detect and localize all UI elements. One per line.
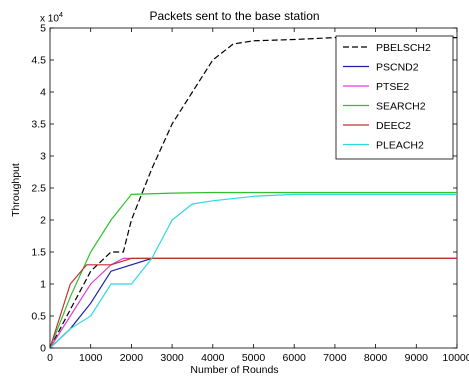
legend-label: PTSE2 bbox=[376, 81, 409, 93]
x-tick-label: 2000 bbox=[120, 352, 144, 364]
chart-title: Packets sent to the base station bbox=[149, 9, 320, 23]
x-axis-label: Number of Rounds bbox=[190, 364, 279, 376]
x-tick-label: 6000 bbox=[283, 352, 307, 364]
legend: PBELSCH2 PSCND2 PTSE2 SEARCH2 DEEC2 PLEACH2 bbox=[335, 35, 454, 160]
legend-label: PBELSCH2 bbox=[376, 42, 431, 54]
y-tick-label: 0.5 bbox=[31, 311, 46, 323]
y-axis-exponent: x 104 bbox=[40, 10, 63, 24]
series-line-search2 bbox=[49, 191, 457, 349]
series-line-pleach2 bbox=[49, 193, 457, 349]
legend-label: PSCND2 bbox=[376, 62, 419, 74]
y-tick-label: 4.5 bbox=[31, 55, 46, 67]
y-tick-label: 0 bbox=[40, 343, 46, 355]
y-tick-label: 1 bbox=[40, 279, 46, 291]
series-line-pbelsch2 bbox=[49, 36, 457, 349]
legend-box bbox=[335, 35, 454, 160]
legend-label: DEEC2 bbox=[376, 120, 411, 132]
y-exponent-base: x 10 bbox=[40, 13, 59, 25]
x-tick-label: 1000 bbox=[79, 352, 103, 364]
x-tick-label: 7000 bbox=[323, 352, 347, 364]
legend-label: SEARCH2 bbox=[376, 101, 426, 113]
series-line-deec2 bbox=[49, 257, 457, 349]
y-tick-label: 3.5 bbox=[31, 119, 46, 131]
y-tick-label: 2 bbox=[40, 215, 46, 227]
y-exponent-power: 4 bbox=[58, 10, 64, 19]
y-tick-label: 3 bbox=[40, 151, 46, 163]
x-tick-label: 9000 bbox=[405, 352, 429, 364]
legend-label: PLEACH2 bbox=[376, 140, 424, 152]
x-tick-label: 0 bbox=[47, 352, 53, 364]
x-tick-label: 10000 bbox=[442, 352, 469, 364]
series-line-pscnd2 bbox=[49, 257, 457, 349]
y-tick-label: 1.5 bbox=[31, 247, 46, 259]
x-tick-label: 8000 bbox=[364, 352, 388, 364]
y-tick-label: 5 bbox=[40, 23, 46, 35]
y-tick-label: 4 bbox=[40, 87, 46, 99]
axis-ticks: 0 1000 2000 3000 4000 5000 6000 7000 8000 9000 100… bbox=[31, 23, 469, 365]
y-tick-label: 2.5 bbox=[31, 183, 46, 195]
x-tick-label: 5000 bbox=[242, 352, 266, 364]
x-tick-label: 3000 bbox=[160, 352, 184, 364]
x-tick-label: 4000 bbox=[201, 352, 225, 364]
